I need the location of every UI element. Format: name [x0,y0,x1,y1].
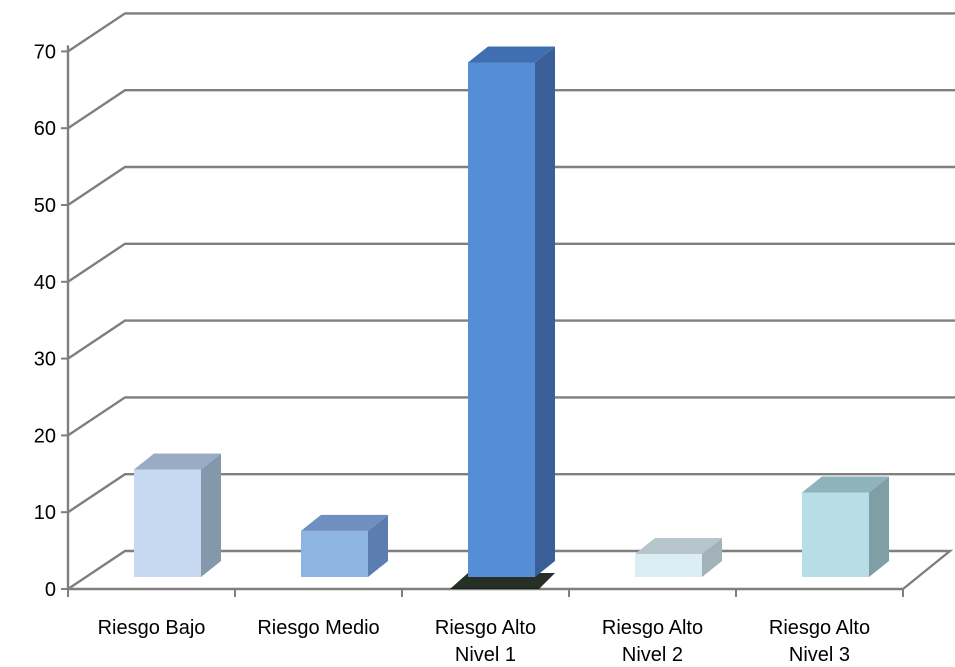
y-tick-label: 40 [34,272,56,294]
x-tick-labels: Riesgo Bajo Riesgo Medio Riesgo Alto Nivel … [98,617,871,666]
x-tick-label: Riesgo Alto Nivel 3 [769,617,870,666]
x-tick-label: Riesgo Medio [257,617,379,639]
bar-front [134,469,201,577]
gridlines [67,12,955,514]
bar-side [201,453,221,577]
bars [134,46,889,589]
x-tick-label-line: Nivel 3 [789,644,850,666]
bar-side [368,514,388,577]
x-tick-label-line: Riesgo Alto [435,617,536,639]
bar-top [468,46,555,63]
x-tick-label-line: Nivel 2 [622,644,683,666]
bar-top [134,453,221,470]
y-tick-label: 10 [34,502,56,524]
bar-front [802,492,869,577]
bar-front [468,62,535,577]
x-tick-label-line: Riesgo Bajo [98,617,206,639]
y-tick-label: 30 [34,349,56,371]
x-tick-label: Riesgo Alto Nivel 1 [435,617,536,666]
x-tick-label-line: Riesgo Medio [257,617,379,639]
y-tick-label: 0 [45,579,56,601]
gridline [67,165,955,206]
y-tick-label: 20 [34,425,56,447]
x-tick-label-line: Nivel 1 [455,644,516,666]
x-tick-label: Riesgo Alto Nivel 2 [602,617,703,666]
gridline [67,89,955,130]
gridline [67,473,955,514]
y-tick-label: 50 [34,195,56,217]
bar-top [635,537,722,554]
gridline [67,396,955,437]
bar-top [802,476,889,493]
gridline [67,319,955,360]
bar-side [535,46,555,577]
y-tick-labels: 0 10 20 30 40 50 60 70 [34,41,56,601]
y-tick-label: 70 [34,41,56,63]
bar-side [869,476,889,577]
bar-top [301,514,388,531]
y-tick-label: 60 [34,118,56,140]
bar-front [635,553,702,577]
x-tick-label: Riesgo Bajo [98,617,206,639]
bar-front [301,530,368,577]
gridline [67,242,955,283]
x-tick-label-line: Riesgo Alto [769,617,870,639]
bar-side [702,537,722,577]
gridline [67,12,955,53]
x-tick-label-line: Riesgo Alto [602,617,703,639]
